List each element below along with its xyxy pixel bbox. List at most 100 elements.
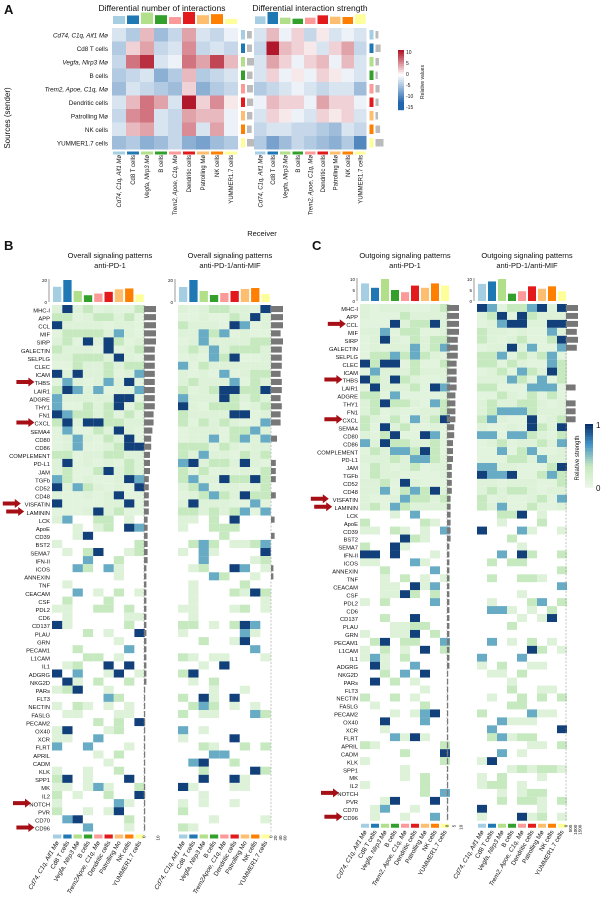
signal-cell	[134, 475, 145, 484]
signal-cell	[198, 653, 209, 662]
top-bar	[211, 14, 223, 24]
signal-cell	[52, 345, 63, 354]
row-label: ADGRG	[337, 665, 359, 671]
signal-cell	[72, 531, 83, 540]
row-color-strip	[369, 111, 374, 121]
side-bar	[144, 451, 150, 458]
signal-cell	[260, 718, 271, 727]
signal-cell	[93, 823, 104, 832]
signal-cell	[497, 391, 507, 400]
signal-cell	[72, 434, 83, 443]
col-color-strip	[305, 151, 316, 155]
side-bar	[271, 516, 275, 523]
signal-cell	[390, 709, 400, 718]
signal-cell	[52, 313, 63, 322]
signal-cell	[134, 523, 145, 532]
signal-cell	[62, 345, 73, 354]
signal-cell	[497, 447, 507, 456]
top-bar	[53, 286, 62, 302]
col-color-strip	[199, 834, 208, 839]
signal-cell	[124, 523, 135, 532]
panel-a-y-axis-label: Sources (sender)	[3, 87, 12, 149]
signal-cell	[208, 556, 220, 565]
row-label: SEMA4	[338, 426, 358, 432]
colorbar-step	[585, 432, 593, 436]
top-bar	[355, 14, 366, 24]
signal-cell	[239, 572, 251, 581]
heat-cell	[341, 55, 354, 69]
signal-cell	[103, 386, 114, 395]
side-bar	[566, 344, 577, 351]
signal-cell	[537, 319, 547, 328]
signal-cell	[507, 304, 517, 312]
col-color-strip	[381, 823, 389, 828]
side-bar	[144, 492, 149, 499]
signal-cell	[370, 351, 380, 360]
signal-cell	[178, 353, 189, 362]
signal-cell	[557, 542, 567, 551]
signal-cell	[198, 410, 209, 419]
signal-cell	[410, 765, 420, 774]
signal-cell	[390, 351, 400, 360]
signal-cell	[72, 645, 83, 654]
signal-cell	[198, 799, 209, 808]
signal-cell	[124, 710, 135, 719]
signal-cell	[400, 439, 410, 448]
signal-cell	[557, 804, 567, 813]
signal-cell	[219, 596, 230, 605]
side-bar	[566, 336, 578, 343]
signal-cell	[507, 717, 517, 726]
signal-cell	[134, 629, 145, 638]
row-label: PECAM1	[334, 641, 358, 647]
row-label: OX40	[343, 721, 358, 727]
heat-cell	[182, 28, 196, 42]
signal-cell	[370, 566, 380, 575]
signal-cell	[390, 335, 400, 344]
signal-cell	[420, 463, 430, 471]
signal-cell	[380, 804, 390, 813]
side-bar	[144, 824, 146, 831]
signal-cell	[93, 807, 104, 816]
signal-cell	[487, 781, 497, 789]
signal-cell	[103, 402, 114, 411]
signal-cell	[507, 463, 517, 471]
signal-cell	[93, 313, 104, 322]
signal-cell	[93, 758, 104, 767]
signal-cell	[547, 773, 557, 781]
signal-cell	[380, 359, 390, 368]
side-bar	[144, 476, 149, 483]
side-bar	[566, 312, 578, 319]
signal-cell	[557, 629, 567, 638]
signal-cell	[62, 564, 73, 573]
signal-cell	[420, 749, 430, 758]
top-bar	[197, 15, 209, 24]
signal-cell	[178, 483, 189, 492]
signal-cell	[208, 426, 220, 435]
side-bar	[566, 408, 576, 415]
heat-cell	[210, 109, 224, 123]
signal-cell	[390, 765, 400, 774]
col-color-strip	[125, 834, 134, 839]
signal-cell	[557, 757, 567, 766]
side-bar	[447, 352, 458, 359]
row-label: FLRT	[344, 736, 359, 742]
signal-cell	[219, 710, 230, 719]
signal-cell	[517, 574, 527, 583]
top-bar	[127, 15, 139, 24]
signal-cell	[82, 329, 94, 338]
signal-cell	[72, 321, 83, 330]
side-bar	[144, 759, 146, 766]
signal-cell	[188, 491, 199, 500]
signal-cell	[113, 386, 125, 395]
heat-cell	[279, 55, 292, 69]
signal-cell	[188, 337, 199, 346]
signal-cell	[239, 377, 251, 386]
signal-cell	[547, 518, 557, 527]
signal-cell	[124, 823, 135, 832]
signal-cell	[390, 637, 400, 646]
signal-cell	[178, 442, 189, 451]
row-label: CD70	[35, 819, 50, 825]
signal-cell	[62, 483, 73, 492]
signal-cell	[537, 359, 547, 368]
signal-cell	[360, 598, 370, 607]
